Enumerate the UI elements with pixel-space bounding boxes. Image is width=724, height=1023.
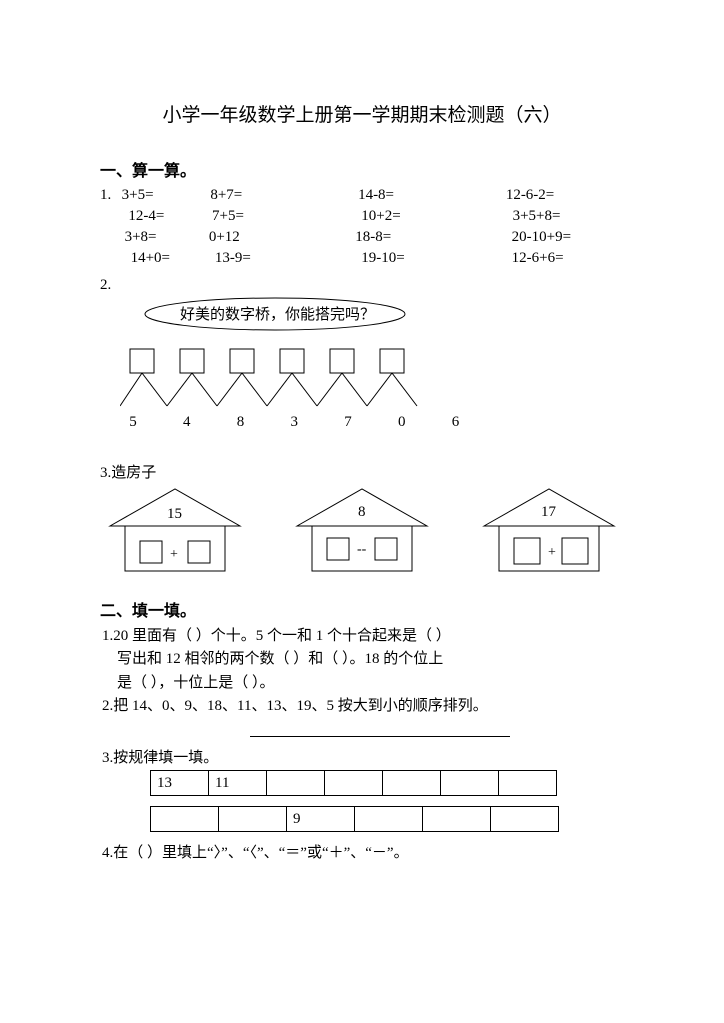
seq-cell	[491, 807, 559, 832]
bridge-numbers: 5 4 8 3 7 0 6	[108, 414, 627, 431]
bubble-text: 好美的数字桥，你能搭完吗？	[180, 306, 375, 323]
number-bridge	[120, 344, 520, 414]
q1-cell: 20-10+9=	[496, 227, 624, 248]
q1-cell: 7+5=	[212, 206, 351, 227]
house-1: 15 +	[100, 486, 250, 581]
house-roof-num: 17	[541, 504, 557, 520]
q1-cell: 10+2=	[351, 206, 500, 227]
bridge-num: 3	[269, 414, 319, 431]
houses-row: 15 + 8 -- 17 +	[100, 486, 624, 581]
seq-cell	[423, 807, 491, 832]
bridge-num: 5	[108, 414, 158, 431]
q1-cell: 14+0=	[121, 248, 215, 269]
seq-cell	[325, 771, 383, 796]
seq-cell	[499, 771, 557, 796]
doc-title: 小学一年级数学上册第一学期期末检测题（六）	[100, 100, 624, 127]
house-op: --	[357, 542, 367, 557]
seq-cell	[441, 771, 499, 796]
speech-bubble: 好美的数字桥，你能搭完吗？	[130, 294, 530, 344]
seq-cell	[355, 807, 423, 832]
house-2: 8 --	[287, 486, 437, 581]
seq-cell: 9	[287, 807, 355, 832]
seq-cell: 13	[151, 771, 209, 796]
section-2-heading: 二、填一填。	[100, 597, 624, 621]
fill-q1-line1: 1.20 里面有（ ）个十。5 个一和 1 个十合起来是（ ）	[102, 625, 624, 648]
q1-cell: 3+8=	[121, 227, 209, 248]
fill-q1-line3: 是（ ），十位上是（ ）。	[102, 672, 624, 695]
q1-number: 1.	[100, 185, 122, 206]
sequence-table-1: 13 11	[150, 770, 557, 796]
q1-cell: 14-8=	[358, 185, 506, 206]
fill-q2: 2.把 14、0、9、18、11、13、19、5 按大到小的顺序排列。	[102, 695, 624, 718]
bridge-num: 6	[431, 414, 481, 431]
q1-cell: 3+5=	[122, 185, 211, 206]
seq-cell	[383, 771, 441, 796]
house-3: 17 +	[474, 486, 624, 581]
seq-cell	[151, 807, 219, 832]
q1-cell: 18-8=	[349, 227, 495, 248]
seq-cell	[219, 807, 287, 832]
bridge-num: 4	[162, 414, 212, 431]
q1-arithmetic: 1. 3+5= 8+7= 14-8= 12-6-2= 12-4= 7+5= 10…	[100, 185, 624, 269]
q1-cell: 8+7=	[210, 185, 358, 206]
fill-q3-label: 3.按规律填一填。	[102, 747, 624, 770]
house-roof-num: 8	[358, 504, 366, 520]
q1-cell: 12-4=	[120, 206, 212, 227]
q1-cell: 19-10=	[355, 248, 501, 269]
seq-cell: 11	[209, 771, 267, 796]
fill-q1-line2: 写出和 12 相邻的两个数（ ）和（ ）。18 的个位上	[102, 648, 624, 671]
q1-cell: 12-6-2=	[506, 185, 624, 206]
bridge-num: 8	[216, 414, 266, 431]
seq-cell	[267, 771, 325, 796]
answer-underline	[250, 722, 510, 737]
q2-number: 2.	[100, 277, 624, 294]
q1-cell: 0+12	[209, 227, 349, 248]
q1-cell: 13-9=	[215, 248, 355, 269]
section-1-heading: 一、算一算。	[100, 157, 624, 181]
q3-label: 3.造房子	[100, 461, 624, 482]
house-roof-num: 15	[167, 506, 182, 522]
sequence-table-2: 9	[150, 806, 559, 832]
fill-q4: 4.在（ ）里填上“〉”、“〈”、“＝”或“＋”、“－”。	[102, 842, 624, 865]
bridge-num: 0	[377, 414, 427, 431]
house-op: +	[548, 545, 556, 560]
house-op: +	[170, 547, 178, 562]
q1-cell: 3+5+8=	[501, 206, 624, 227]
bridge-num: 7	[323, 414, 373, 431]
q1-cell: 12-6+6=	[502, 248, 624, 269]
